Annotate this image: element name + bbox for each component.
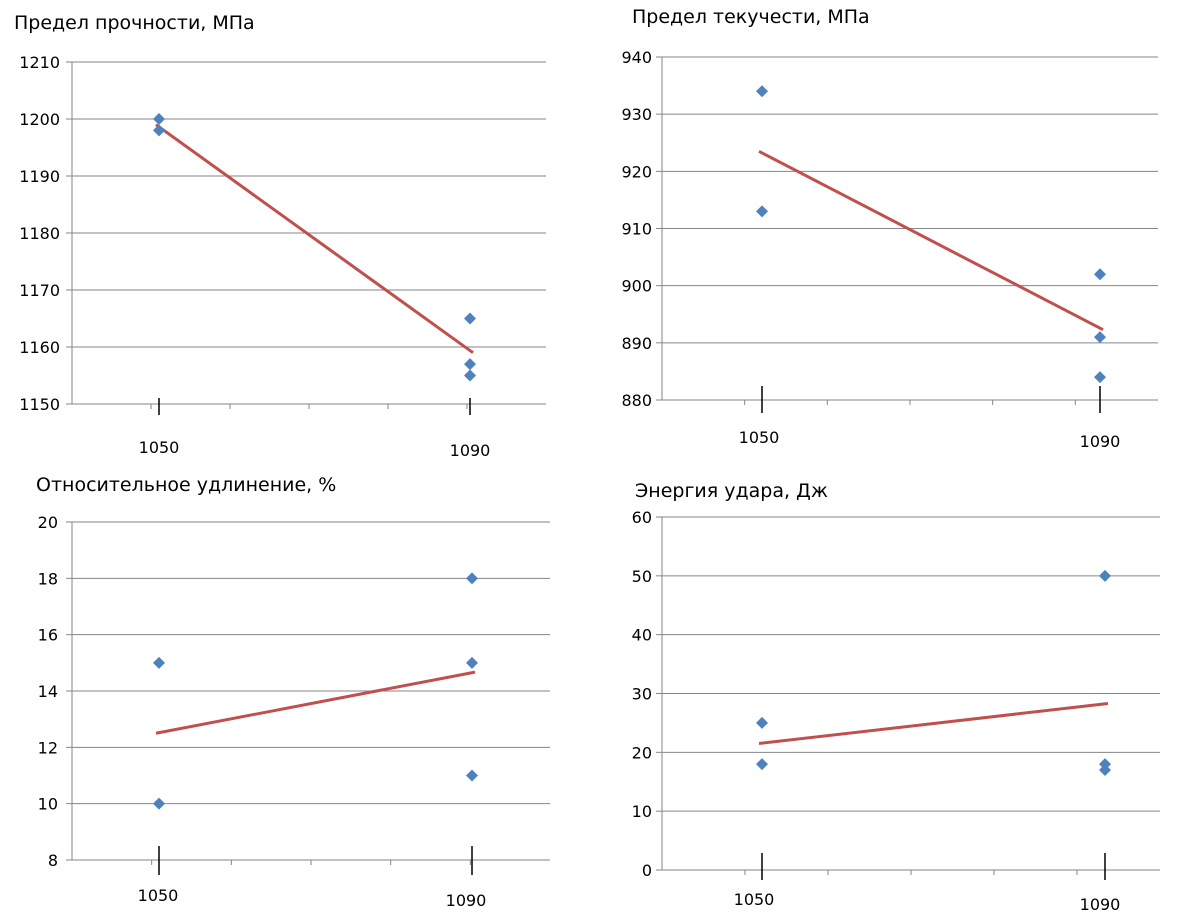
data-point xyxy=(756,85,768,98)
y-tick-label: 910 xyxy=(621,220,652,239)
y-tick-label: 1150 xyxy=(19,395,60,414)
y-tick-label: 0 xyxy=(642,861,652,880)
data-point xyxy=(1099,569,1111,582)
data-point xyxy=(756,205,768,218)
y-tick-label: 1170 xyxy=(19,281,60,300)
y-tick-label: 890 xyxy=(621,334,652,353)
y-tick-label: 30 xyxy=(632,685,652,704)
chart-yield-strength: Предел текучести, МПа 880 890 900 910 920 930 9… xyxy=(621,6,1158,451)
chart-title: Относительное удлинение, % xyxy=(36,474,336,496)
y-tick-label: 16 xyxy=(38,626,58,645)
x-tick-label: 1090 xyxy=(450,441,491,460)
chart-title: Предел текучести, МПа xyxy=(632,6,870,28)
data-point xyxy=(153,797,165,810)
data-point xyxy=(756,716,768,729)
y-tick-label: 18 xyxy=(38,569,58,588)
y-tick-label: 1180 xyxy=(19,224,60,243)
data-point xyxy=(153,113,165,125)
data-point xyxy=(464,312,476,325)
y-tick-label: 50 xyxy=(632,567,652,586)
y-tick-label: 940 xyxy=(621,48,652,67)
x-tick-label: 1050 xyxy=(138,886,179,905)
y-tick-label: 60 xyxy=(632,508,652,527)
x-tick-label: 1050 xyxy=(139,438,180,457)
y-tick-label: 1190 xyxy=(19,167,60,186)
y-tick-label: 12 xyxy=(38,738,58,757)
y-tick-label: 10 xyxy=(38,795,58,814)
data-point xyxy=(1094,371,1106,384)
data-point xyxy=(1099,763,1111,776)
trend-line xyxy=(758,702,1109,745)
chart-title: Энергия удара, Дж xyxy=(635,480,828,502)
trend-line xyxy=(155,123,474,354)
chart-impact-energy: Энергия удара, Дж 0 10 20 30 40 50 60 1050 1090 xyxy=(632,480,1160,913)
x-tick-label: 1090 xyxy=(446,891,487,910)
trend-line xyxy=(758,149,1104,332)
y-tick-label: 900 xyxy=(621,277,652,296)
x-tick-label: 1090 xyxy=(1080,895,1121,913)
y-tick-label: 14 xyxy=(38,682,58,701)
y-tick-label: 1200 xyxy=(19,110,60,129)
y-tick-label: 10 xyxy=(632,802,652,821)
y-tick-label: 20 xyxy=(632,743,652,762)
data-point xyxy=(466,656,478,669)
data-point xyxy=(464,369,476,382)
data-point xyxy=(153,656,165,669)
y-tick-label: 8 xyxy=(48,851,58,870)
y-tick-label: 20 xyxy=(38,513,58,532)
data-point xyxy=(464,358,476,371)
data-point xyxy=(466,769,478,782)
data-point xyxy=(466,572,478,585)
y-tick-label: 1210 xyxy=(19,53,60,72)
data-point xyxy=(1094,268,1106,281)
trend-line xyxy=(155,670,476,735)
x-tick-label: 1090 xyxy=(1080,432,1121,451)
data-point xyxy=(1094,331,1106,344)
chart-tensile-strength: Предел прочности, МПа 1150 1160 1170 1180 119… xyxy=(14,12,546,460)
chart-title: Предел прочности, МПа xyxy=(14,12,255,34)
y-tick-label: 920 xyxy=(621,162,652,181)
x-tick-label: 1050 xyxy=(739,428,780,447)
y-tick-label: 880 xyxy=(621,391,652,410)
x-tick-label: 1050 xyxy=(734,890,775,909)
data-point xyxy=(756,758,768,771)
data-point xyxy=(153,124,165,137)
y-tick-label: 40 xyxy=(632,626,652,645)
y-tick-label: 930 xyxy=(621,105,652,124)
y-tick-label: 1160 xyxy=(19,338,60,357)
chart-elongation: Относительное удлинение, % 8 10 12 14 16 18 20 1… xyxy=(36,474,550,910)
